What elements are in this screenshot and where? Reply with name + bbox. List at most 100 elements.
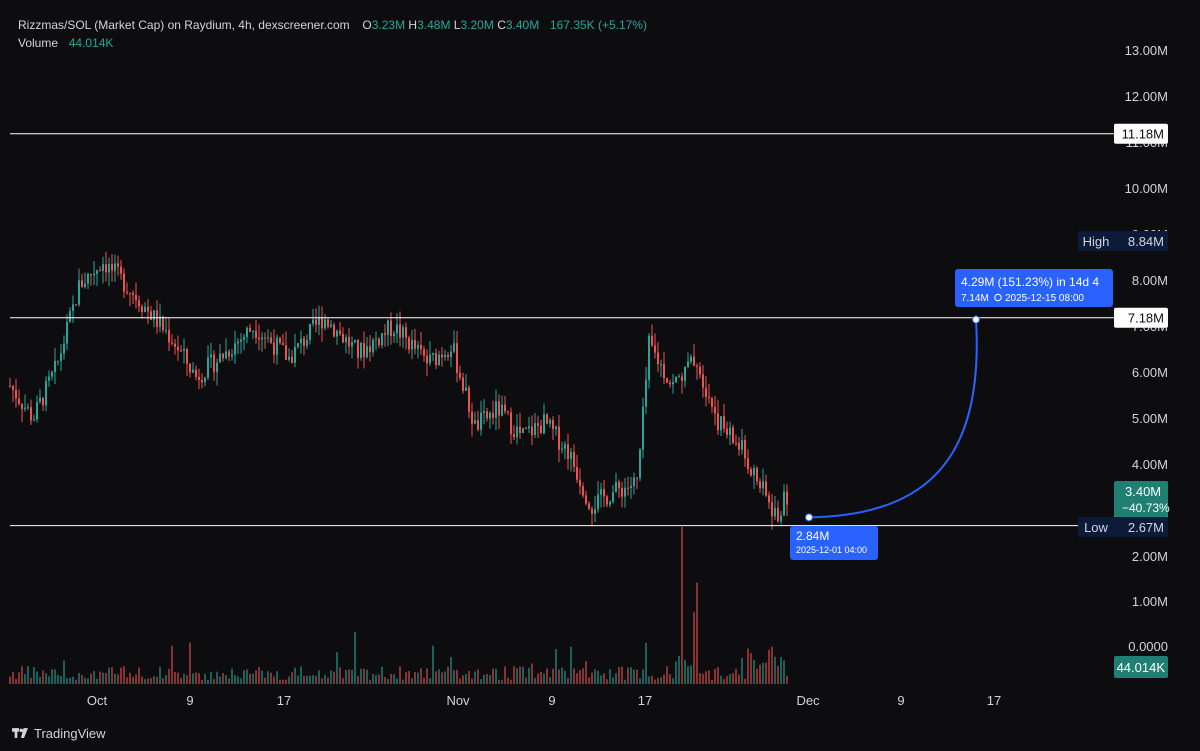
volume-bar <box>300 666 302 684</box>
volume-bar <box>243 670 245 684</box>
volume-bar <box>681 526 683 684</box>
tradingview-logo[interactable]: TradingView <box>12 726 106 741</box>
volume-bar <box>312 675 314 684</box>
volume-bar <box>240 678 242 684</box>
candle-body <box>612 492 614 502</box>
candle-body <box>501 404 503 416</box>
candle-body <box>453 343 455 352</box>
candle-body <box>567 444 569 459</box>
candle-body <box>561 448 563 450</box>
candle-body <box>168 330 170 343</box>
volume-bar <box>192 673 194 684</box>
ohlc-value-h: 3.48M <box>417 18 451 32</box>
volume-bar <box>174 672 176 684</box>
candle-body <box>756 467 758 482</box>
candle-body <box>777 508 779 522</box>
volume-bar <box>624 679 626 684</box>
volume-bar <box>660 677 662 684</box>
volume-bar <box>186 675 188 684</box>
volume-bar <box>669 674 671 684</box>
projection-end-time: 2025-12-15 08:00 <box>1005 293 1084 304</box>
marker-tag-box <box>1078 517 1116 537</box>
volume-bar <box>777 666 779 684</box>
candle-body <box>300 338 302 344</box>
volume-bar <box>708 670 710 684</box>
volume-bar <box>642 669 644 684</box>
volume-bar <box>213 679 215 684</box>
y-axis-tick-label: 1.00M <box>1132 594 1168 609</box>
y-axis-tick-label: 2.00M <box>1132 549 1168 564</box>
volume-bar <box>693 612 695 684</box>
volume-bar <box>555 648 557 684</box>
volume-bar <box>279 679 281 684</box>
candle-body <box>765 481 767 496</box>
candle-body <box>504 404 506 412</box>
candle-body <box>201 380 203 383</box>
candle-body <box>714 406 716 414</box>
volume-bar <box>684 659 686 684</box>
candle-body <box>405 327 407 338</box>
candle-body <box>642 406 644 450</box>
candle-body <box>318 317 320 325</box>
volume-bar <box>45 673 47 684</box>
projection-end-point[interactable] <box>972 315 980 324</box>
x-axis-tick-label: 17 <box>277 693 291 708</box>
candle-body <box>780 515 782 522</box>
volume-bar <box>444 671 446 684</box>
volume-bar <box>207 679 209 684</box>
volume-bar <box>675 661 677 684</box>
candle-body <box>234 343 236 355</box>
volume-bar <box>144 679 146 684</box>
candle-body <box>9 385 11 387</box>
candle-body <box>261 337 263 340</box>
volume-bar <box>570 646 572 684</box>
candle-body <box>378 338 380 346</box>
volume-bar <box>105 673 107 684</box>
chart-background <box>0 0 1200 720</box>
volume-bar <box>333 671 335 684</box>
candle-body <box>351 342 353 347</box>
volume-bar <box>30 677 32 684</box>
candle-body <box>759 481 761 489</box>
candle-body <box>372 339 374 353</box>
candle-body <box>507 411 509 413</box>
change-value: 167.35K (+5.17%) <box>549 18 647 32</box>
candle-body <box>444 354 446 358</box>
candle-body <box>549 419 551 424</box>
volume-bar <box>462 675 464 684</box>
volume-label: Volume <box>18 36 59 50</box>
volume-bar <box>357 676 359 684</box>
candles-group <box>9 251 788 530</box>
candle-body <box>228 351 230 357</box>
candle-body <box>249 327 251 332</box>
candle-body <box>210 354 212 358</box>
volume-bar <box>330 670 332 684</box>
volume-bar <box>429 678 431 684</box>
candle-body <box>198 376 200 381</box>
volume-bar <box>366 669 368 684</box>
volume-bar <box>567 678 569 684</box>
projection-start-point[interactable] <box>805 513 813 522</box>
candle-body <box>312 319 314 324</box>
x-axis-tick-label: 9 <box>897 693 904 708</box>
candle-body <box>606 496 608 505</box>
volume-bar <box>381 666 383 684</box>
volume-bar <box>498 679 500 684</box>
volume-bar <box>12 671 14 684</box>
x-axis-tick-label: Dec <box>796 693 820 708</box>
volume-last-label: 44.014K <box>1114 656 1168 678</box>
candle-body <box>516 426 518 438</box>
candle-body <box>60 353 62 361</box>
candle-body <box>672 382 674 385</box>
candle-body <box>276 337 278 355</box>
x-axis-tick-label: Nov <box>446 693 470 708</box>
candle-body <box>147 306 149 312</box>
candle-body <box>102 264 104 272</box>
candle-body <box>564 444 566 449</box>
volume-bar <box>633 669 635 684</box>
x-axis-tick-label: Oct <box>87 693 108 708</box>
candle-body <box>375 338 377 340</box>
candle-body <box>771 502 773 517</box>
volume-bar <box>417 672 419 684</box>
